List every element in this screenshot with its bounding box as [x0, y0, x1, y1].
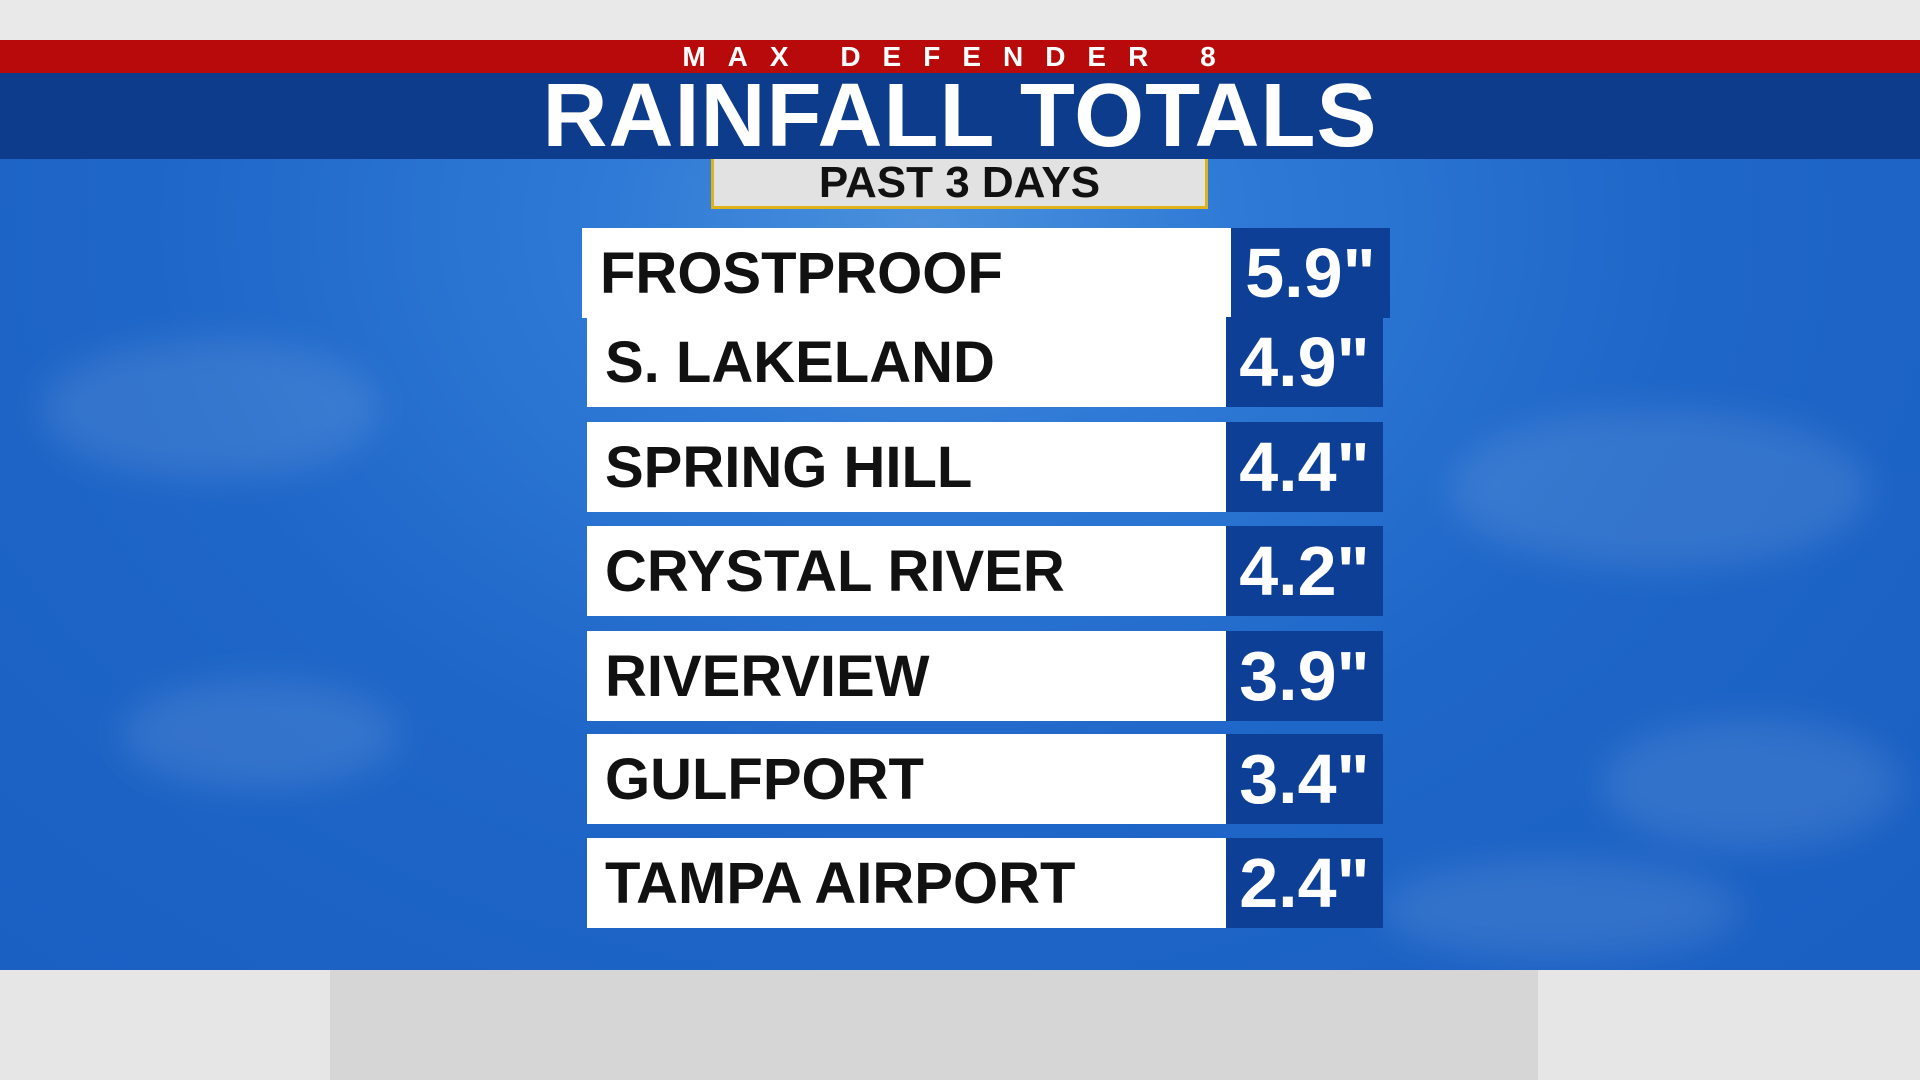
- cloud-decoration: [1380, 859, 1740, 959]
- brand-bar: MAX DEFENDER 8: [0, 40, 1920, 73]
- rainfall-amount: 4.4": [1226, 422, 1383, 512]
- location-name: FROSTPROOF: [582, 228, 1231, 318]
- cloud-decoration: [40, 339, 380, 479]
- period-label: PAST 3 DAYS: [818, 157, 1101, 207]
- cloud-decoration: [120, 679, 400, 789]
- location-name: CRYSTAL RIVER: [587, 526, 1226, 616]
- location-name: S. LAKELAND: [587, 317, 1226, 407]
- title-bar: RAINFALL TOTALS: [0, 66, 1920, 166]
- rainfall-amount: 5.9": [1231, 228, 1390, 318]
- location-name: GULFPORT: [587, 734, 1226, 824]
- page-title: RAINFALL TOTALS: [542, 66, 1378, 166]
- top-margin: [0, 0, 1920, 40]
- rainfall-amount: 3.9": [1226, 631, 1383, 721]
- brand-label: MAX DEFENDER 8: [682, 40, 1238, 72]
- rainfall-amount: 4.2": [1226, 526, 1383, 616]
- rainfall-amount: 2.4": [1226, 838, 1383, 928]
- cloud-decoration: [1600, 719, 1900, 849]
- period-label-box: PAST 3 DAYS: [711, 157, 1208, 209]
- rainfall-amount: 4.9": [1226, 317, 1383, 407]
- location-name: TAMPA AIRPORT: [587, 838, 1226, 928]
- location-name: SPRING HILL: [587, 422, 1226, 512]
- location-name: RIVERVIEW: [587, 631, 1226, 721]
- cloud-decoration: [1450, 409, 1870, 569]
- sky-background: [0, 159, 1920, 970]
- rainfall-amount: 3.4": [1226, 734, 1383, 824]
- bottom-panel: [330, 970, 1538, 1080]
